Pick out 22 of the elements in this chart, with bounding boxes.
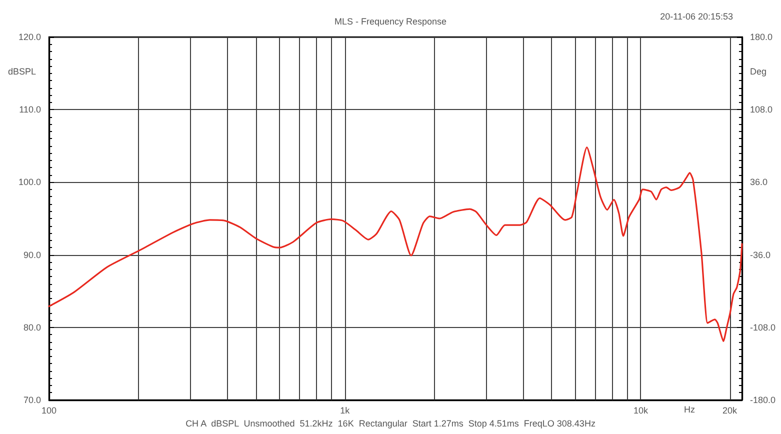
x-tick-label: 10k (633, 406, 648, 416)
y2-tick-label: 36.0 (750, 177, 768, 188)
y2-tick-label: 108.0 (750, 104, 773, 115)
y-tick-label: 70.0 (23, 395, 41, 405)
y-tick-label: 120.0 (18, 32, 41, 42)
x-axis-title: Hz (684, 404, 696, 414)
y2-tick-label: -180.0 (750, 395, 776, 405)
y2-tick-label: 180.0 (750, 32, 773, 42)
text: CH A dBSPL Unsmoothed 51.2kHz 16K Rectangular Start 1.27ms Stop 4.51ms FreqLO 308.43Hz (186, 418, 596, 428)
y-tick-label: 110.0 (19, 104, 41, 115)
chart-title: MLS - Frequency Response (334, 16, 447, 26)
y-tick-label: 90.0 (23, 250, 41, 260)
y2-axis-title: Deg (750, 66, 767, 76)
y2-tick-label: -108.0 (750, 322, 776, 332)
x-tick-label: 100 (41, 406, 57, 416)
y-axis-title: dBSPL (8, 66, 36, 76)
text: 20-11-06 20:15:53 (660, 12, 733, 22)
x-tick-label: 20k (722, 406, 738, 416)
y-tick-label: 80.0 (23, 322, 41, 332)
x-tick-label: 1k (340, 406, 350, 416)
y2-tick-label: -36.0 (750, 250, 771, 260)
y-tick-label: 100.0 (18, 177, 41, 188)
